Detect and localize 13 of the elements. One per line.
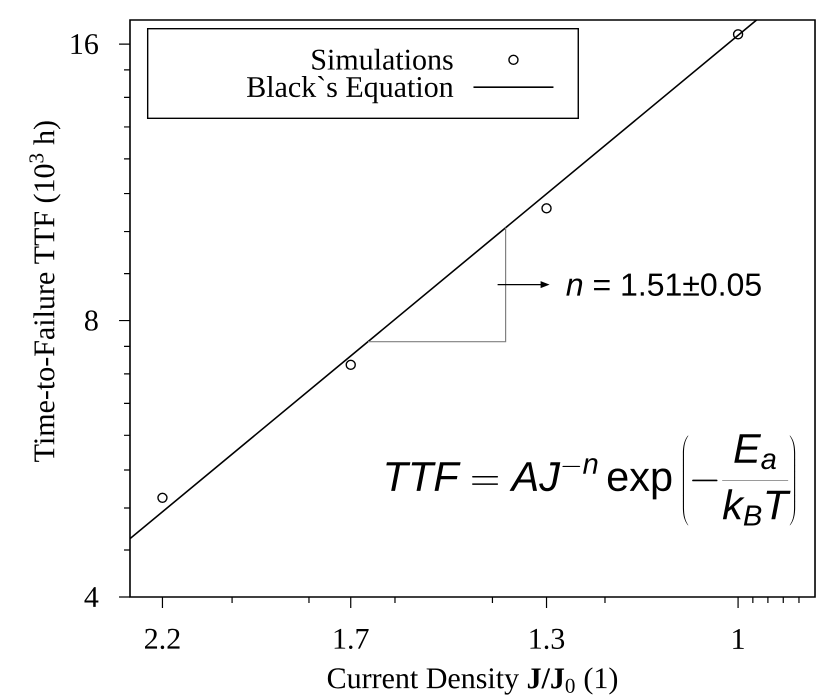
x-axis-title: Current Density J/J$_{0}$ (1) [328,667,618,695]
x-tick-label: 1.3 [530,628,564,650]
y-tick-label: 16 [71,34,98,54]
y-tick-label: 4 [84,587,98,607]
x-tick-label: 1.7 [334,628,369,650]
x-tick-label: 2.2 [145,628,180,650]
legend-label: Simulations [312,48,453,70]
annotation: $TTF = AJ^{-n} \exp\left(-\frac{E_a}{k_B T}\right)$ [386,434,796,526]
legend-label: Black`s Equation [247,76,454,104]
annotation: n = 1.51±0.05 [566,273,761,296]
y-tick-label: 8 [84,310,98,331]
y-axis-title: Time-to-Failure TTF (10$^{3}$ h) [29,121,61,462]
x-tick-label: 1 [733,629,744,649]
